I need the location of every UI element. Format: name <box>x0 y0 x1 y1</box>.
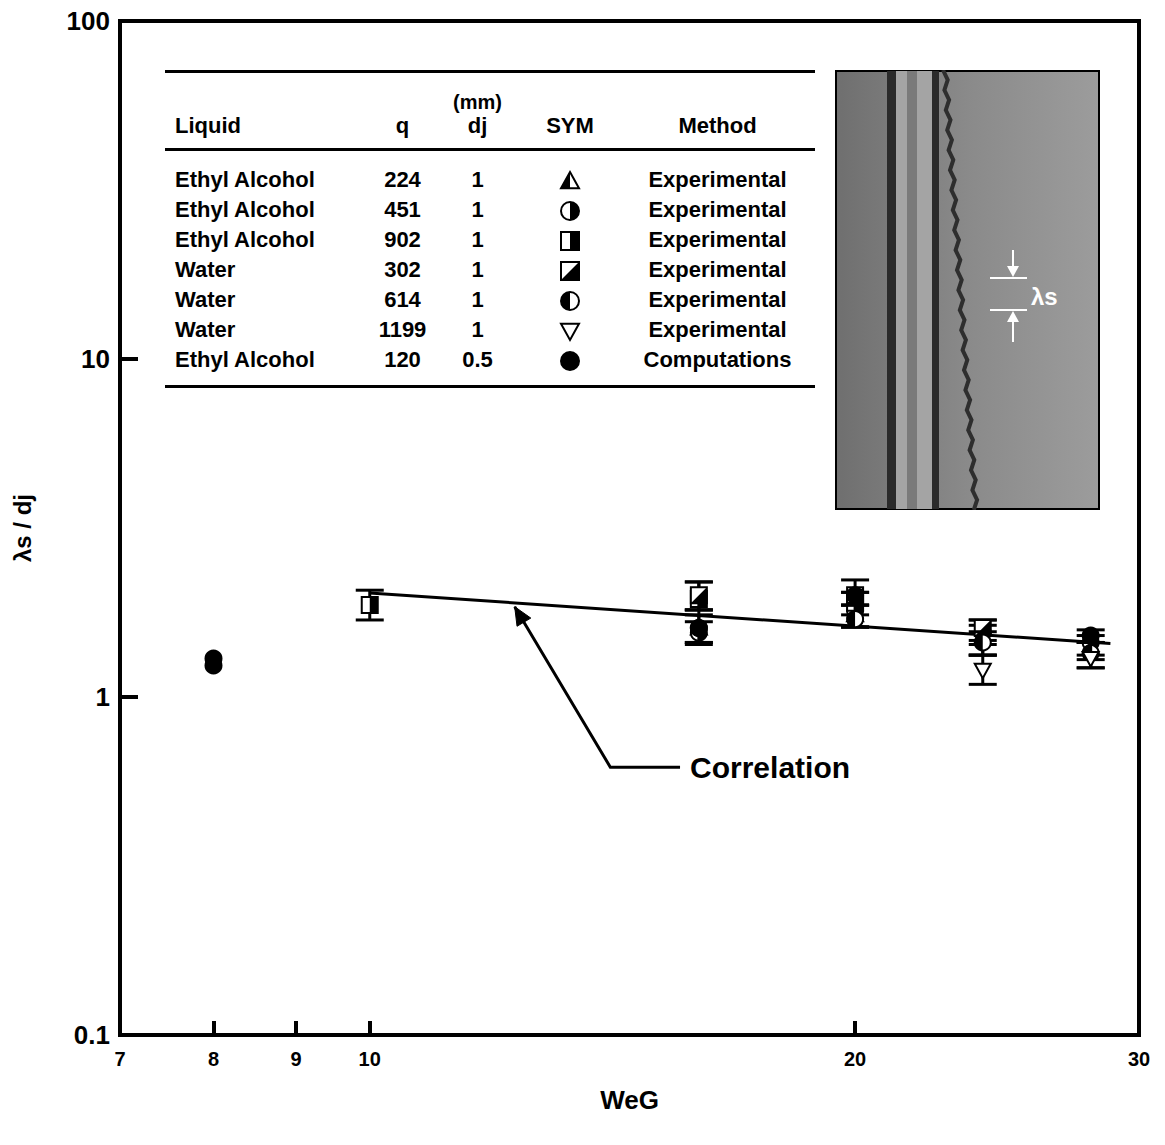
html-text:SYM: SYM <box>546 113 594 138</box>
html-text:Water: Water <box>175 257 236 282</box>
html-text:Liquid: Liquid <box>175 113 241 138</box>
html-text:1: 1 <box>471 197 484 222</box>
html-text:120: 120 <box>384 347 421 372</box>
html-text:Computations: Computations <box>643 347 792 372</box>
html-text:1: 1 <box>471 227 484 252</box>
html-text:1: 1 <box>471 317 484 342</box>
html-text:Method: Method <box>678 113 757 138</box>
html-text:(mm): (mm) <box>453 91 502 113</box>
html-text:Experimental: Experimental <box>648 317 787 342</box>
html-text:302: 302 <box>384 257 421 282</box>
svg-text:8: 8 <box>208 1048 219 1070</box>
html-text:1199: 1199 <box>378 317 427 342</box>
svg-text:0.1: 0.1 <box>74 1020 110 1050</box>
html-text:Water: Water <box>175 287 236 312</box>
html-text:Ethyl Alcohol: Ethyl Alcohol <box>175 197 315 222</box>
svg-text:λs / dj: λs / dj <box>9 494 36 562</box>
html-text:Ethyl Alcohol: Ethyl Alcohol <box>175 227 315 252</box>
html-text:Experimental: Experimental <box>648 227 787 252</box>
html-text:dj: dj <box>467 113 488 138</box>
svg-text:9: 9 <box>290 1048 301 1070</box>
html-text:451: 451 <box>384 197 421 222</box>
html-text:λs: λs <box>1031 283 1058 310</box>
svg-text:20: 20 <box>844 1048 866 1070</box>
html-text:Experimental: Experimental <box>648 167 787 192</box>
svg-text:1: 1 <box>96 682 110 712</box>
svg-text:7: 7 <box>114 1048 125 1070</box>
html-text:Experimental: Experimental <box>648 287 787 312</box>
html-text:902: 902 <box>384 227 421 252</box>
html-text:Water: Water <box>175 317 236 342</box>
svg-text:10: 10 <box>359 1048 381 1070</box>
html-text:614: 614 <box>384 287 421 312</box>
html-text:Ethyl Alcohol: Ethyl Alcohol <box>175 347 315 372</box>
html-text:q: q <box>395 113 410 138</box>
html-text:1: 1 <box>471 287 484 312</box>
html-text:Ethyl Alcohol: Ethyl Alcohol <box>175 167 315 192</box>
html-text:0.5: 0.5 <box>462 347 493 372</box>
html-text:224: 224 <box>384 167 421 192</box>
html-text:1: 1 <box>471 167 484 192</box>
html-text:Experimental: Experimental <box>648 257 787 282</box>
svg-text:100: 100 <box>67 6 110 36</box>
svg-text:10: 10 <box>81 344 110 374</box>
html-text:1: 1 <box>471 257 484 282</box>
html-text:Experimental: Experimental <box>648 197 787 222</box>
svg-text:WeG: WeG <box>600 1085 659 1115</box>
svg-text:30: 30 <box>1128 1048 1150 1070</box>
svg-text:Correlation: Correlation <box>690 751 850 784</box>
